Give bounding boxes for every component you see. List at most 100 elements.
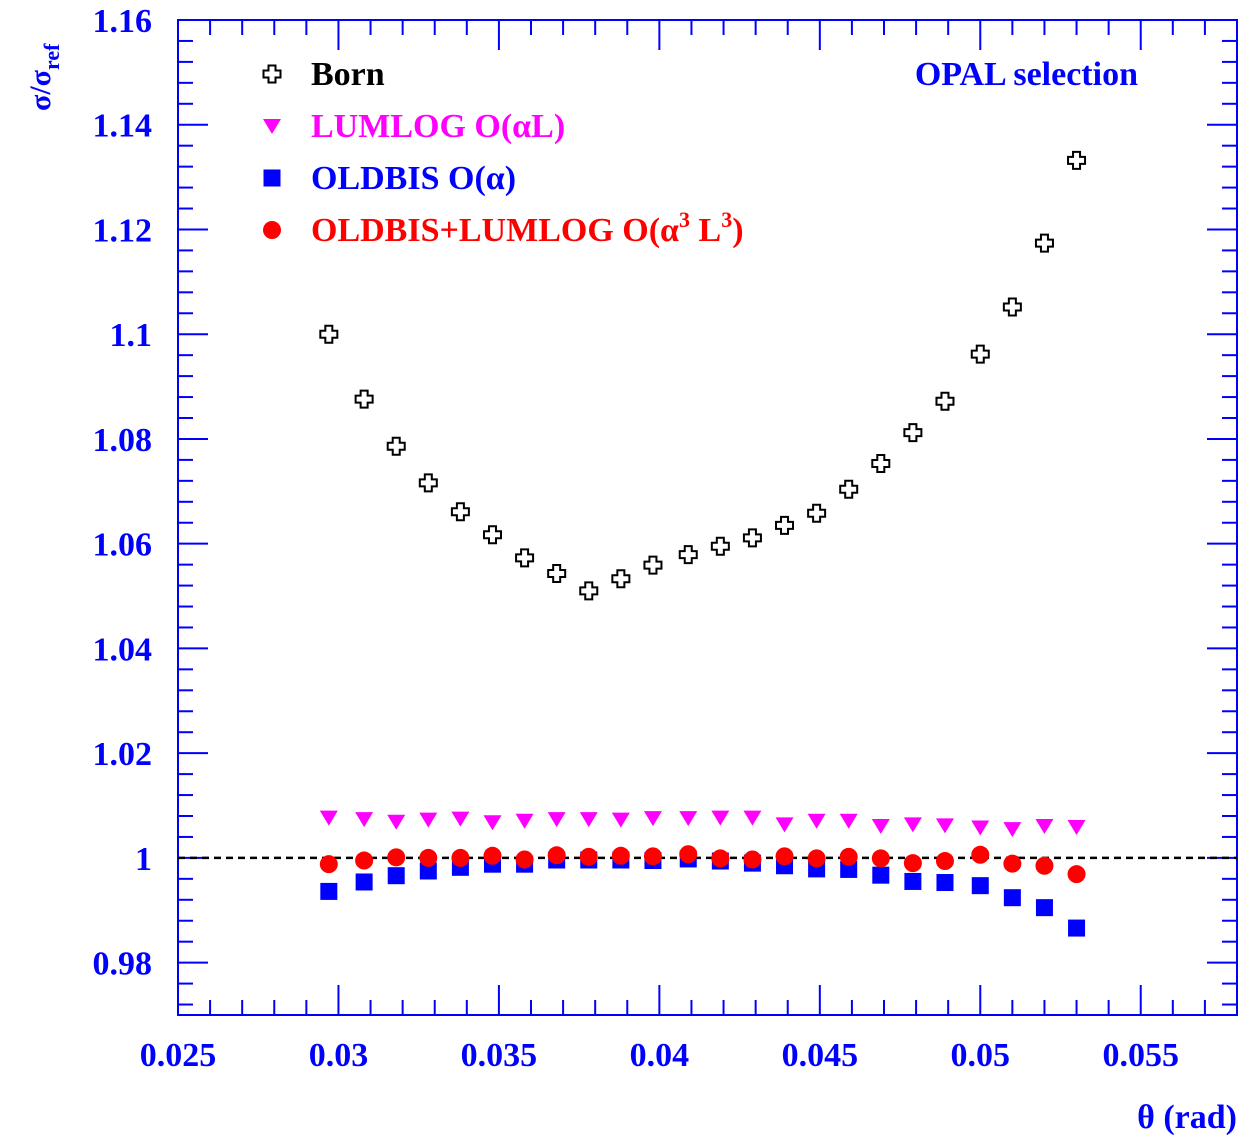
legend-label: Born (311, 56, 385, 93)
y-tick-label: 0.98 (93, 946, 153, 983)
data-point-open-cross (871, 454, 891, 474)
data-point-square (355, 873, 373, 891)
data-point-open-cross (807, 503, 827, 523)
data-point-triangle-down (1035, 818, 1054, 834)
data-point-open-cross (1002, 297, 1022, 317)
data-point-circle (775, 847, 794, 866)
legend-label-superscript: 3 (679, 207, 690, 232)
data-point-circle (515, 850, 534, 869)
data-point-triangle-down (547, 812, 566, 828)
data-point-square (872, 866, 890, 884)
legend-marker-circle (263, 221, 281, 239)
data-point-circle (579, 847, 598, 866)
data-point-square (971, 877, 989, 895)
data-point-triangle-down (611, 812, 630, 828)
data-point-circle (711, 849, 730, 868)
data-point-open-cross (775, 515, 795, 535)
data-point-circle (743, 850, 762, 869)
y-tick-label: 1.04 (93, 631, 153, 668)
data-point-triangle-down (419, 812, 438, 828)
legend-marker-square (263, 169, 281, 187)
data-point-square (936, 874, 954, 892)
y-axis-title-main: σ/σ (24, 69, 57, 111)
data-point-circle (355, 851, 374, 870)
data-points (319, 150, 1087, 937)
data-point-circle (1035, 856, 1054, 875)
y-tick-label: 1.06 (93, 527, 153, 564)
data-point-circle (807, 849, 826, 868)
x-tick-label: 0.035 (461, 1037, 538, 1074)
data-point-circle (387, 848, 406, 867)
data-point-open-cross (515, 548, 535, 568)
data-point-circle (451, 848, 470, 867)
data-point-open-cross (386, 436, 406, 456)
opal-selection-annotation: OPAL selection (915, 56, 1138, 93)
plot-frame (177, 19, 1238, 1016)
x-axis-title: θ (rad) (1137, 1099, 1237, 1136)
data-point-triangle-down (935, 818, 954, 834)
legend-marker-open-cross (262, 64, 282, 84)
y-tick-label: 1.1 (110, 317, 153, 354)
data-point-open-cross (710, 536, 730, 556)
data-point-circle (419, 848, 438, 867)
y-axis-title: σ/σref (24, 43, 64, 111)
legend-label: OLDBIS+LUMLOG O(α3 L3) (311, 207, 744, 249)
data-point-square (387, 867, 405, 885)
x-tick-label: 0.03 (309, 1037, 369, 1074)
data-point-circle (1003, 854, 1022, 873)
data-point-triangle-down (711, 810, 730, 826)
data-point-open-cross (450, 502, 470, 522)
data-point-square (1003, 889, 1021, 907)
legend-label-part: OLDBIS+LUMLOG O(α (311, 212, 679, 249)
tick-labels: 0.025 0.03 0.035 0.04 0.045 0.05 0.055 0.98 1 1.0… (93, 3, 1179, 1074)
data-point-square (1068, 919, 1086, 937)
y-tick-label: 1.16 (93, 3, 153, 40)
data-point-triangle-down (483, 815, 502, 831)
legend-marker-triangle-down (263, 119, 281, 134)
data-point-triangle-down (387, 814, 406, 830)
data-point-open-cross (678, 545, 698, 565)
axis-ticks (177, 19, 1238, 1015)
x-tick-label: 0.05 (951, 1037, 1011, 1074)
data-point-triangle-down (679, 811, 698, 827)
data-point-circle (483, 846, 502, 865)
legend-label-part: OLDBIS O(α) (311, 160, 516, 197)
data-point-circle (935, 852, 954, 871)
data-point-square (904, 872, 922, 890)
data-point-circle (1067, 865, 1086, 884)
x-tick-label: 0.04 (630, 1037, 690, 1074)
data-point-circle (679, 845, 698, 864)
data-point-open-cross (1067, 150, 1087, 170)
y-tick-label: 1.12 (93, 212, 153, 249)
data-point-triangle-down (871, 818, 890, 834)
legend: Born LUMLOG O(αL) OLDBIS O(α) OLDBIS+LUMLOG… (262, 56, 744, 249)
data-point-triangle-down (451, 811, 470, 827)
data-point-open-cross (547, 564, 567, 584)
data-point-circle (611, 846, 630, 865)
data-point-open-cross (903, 423, 923, 443)
data-point-open-cross (579, 581, 599, 601)
y-tick-label: 1.08 (93, 422, 153, 459)
data-point-open-cross (418, 473, 438, 493)
data-point-open-cross (742, 528, 762, 548)
data-point-open-cross (1034, 233, 1054, 253)
legend-label-part: LUMLOG O(αL) (311, 108, 565, 145)
data-point-triangle-down (807, 813, 826, 829)
data-point-circle (547, 846, 566, 865)
data-point-open-cross (839, 479, 859, 499)
data-point-triangle-down (743, 810, 762, 826)
data-point-square (1035, 899, 1053, 917)
data-point-square (419, 862, 437, 880)
data-point-triangle-down (643, 811, 662, 827)
data-point-circle (971, 845, 990, 864)
data-point-triangle-down (1067, 819, 1086, 835)
plot-frame (177, 19, 1238, 1016)
legend-label: LUMLOG O(αL) (311, 108, 565, 145)
y-tick-label: 1 (135, 841, 152, 878)
data-point-triangle-down (971, 820, 990, 836)
data-point-triangle-down (355, 812, 374, 828)
data-point-open-cross (935, 391, 955, 411)
x-tick-label: 0.025 (140, 1037, 217, 1074)
data-point-triangle-down (775, 817, 794, 833)
data-point-circle (903, 854, 922, 873)
